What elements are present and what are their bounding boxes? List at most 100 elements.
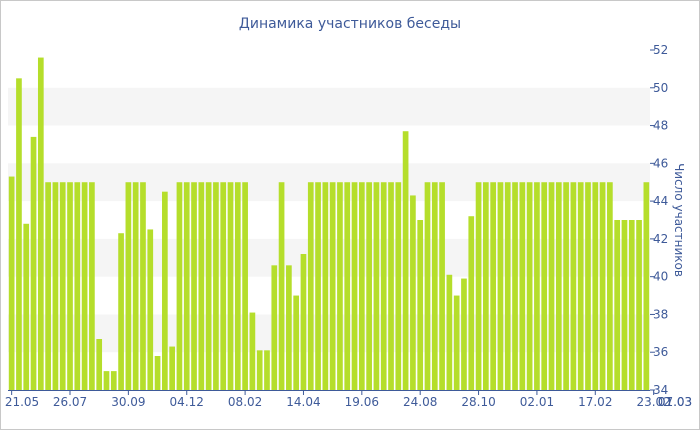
- bar[interactable]: [103, 371, 110, 390]
- bar[interactable]: [475, 182, 482, 390]
- bar[interactable]: [132, 182, 139, 390]
- bar[interactable]: [45, 182, 51, 390]
- bar[interactable]: [278, 182, 285, 390]
- bar[interactable]: [315, 182, 321, 390]
- bar[interactable]: [154, 356, 161, 390]
- bar[interactable]: [337, 182, 343, 390]
- bar[interactable]: [162, 191, 168, 390]
- bar[interactable]: [468, 216, 475, 390]
- bar[interactable]: [614, 220, 621, 390]
- bar[interactable]: [176, 182, 183, 390]
- bar[interactable]: [169, 346, 175, 390]
- bar[interactable]: [395, 182, 402, 390]
- bar[interactable]: [424, 182, 431, 390]
- bar[interactable]: [213, 182, 219, 390]
- bar[interactable]: [125, 182, 132, 390]
- bar[interactable]: [344, 182, 351, 390]
- grid-band: [8, 87, 650, 126]
- bars-group: [8, 57, 650, 391]
- bar[interactable]: [453, 295, 460, 390]
- bar[interactable]: [351, 182, 358, 390]
- bar[interactable]: [417, 220, 424, 390]
- bar[interactable]: [118, 233, 124, 390]
- bar[interactable]: [205, 182, 212, 390]
- y-tick-label: 48: [653, 119, 668, 133]
- bar[interactable]: [548, 182, 555, 390]
- y-tick-label: 38: [653, 307, 668, 321]
- bar[interactable]: [483, 182, 489, 390]
- bar[interactable]: [563, 182, 569, 390]
- bar[interactable]: [140, 182, 146, 390]
- bar[interactable]: [497, 182, 504, 390]
- bar[interactable]: [293, 295, 300, 390]
- bar[interactable]: [461, 278, 467, 390]
- bar[interactable]: [555, 182, 562, 390]
- bar[interactable]: [410, 195, 416, 390]
- bar[interactable]: [198, 182, 205, 390]
- bar[interactable]: [183, 182, 190, 390]
- bar[interactable]: [512, 182, 518, 390]
- bar[interactable]: [446, 274, 453, 390]
- bar[interactable]: [256, 350, 263, 390]
- bar[interactable]: [220, 182, 227, 390]
- bar[interactable]: [249, 312, 256, 390]
- bar[interactable]: [16, 78, 22, 390]
- bar[interactable]: [366, 182, 372, 390]
- bar[interactable]: [264, 350, 270, 390]
- bar[interactable]: [286, 265, 292, 390]
- bar[interactable]: [81, 182, 88, 390]
- bar[interactable]: [37, 57, 44, 391]
- bar[interactable]: [607, 182, 613, 390]
- bar[interactable]: [636, 220, 642, 390]
- bar[interactable]: [147, 229, 154, 390]
- bar[interactable]: [30, 136, 37, 390]
- x-tick-label: 08.02: [228, 395, 262, 409]
- bar[interactable]: [388, 182, 394, 390]
- bar[interactable]: [52, 182, 59, 390]
- bar[interactable]: [227, 182, 234, 390]
- bar[interactable]: [643, 182, 650, 390]
- bar[interactable]: [74, 182, 81, 390]
- bar[interactable]: [541, 182, 548, 390]
- bar[interactable]: [67, 182, 73, 390]
- bar[interactable]: [402, 131, 409, 390]
- bar[interactable]: [519, 182, 526, 390]
- bar[interactable]: [490, 182, 496, 390]
- bar[interactable]: [8, 176, 15, 390]
- bar[interactable]: [585, 182, 591, 390]
- bar[interactable]: [373, 182, 380, 390]
- bar[interactable]: [380, 182, 387, 390]
- bar[interactable]: [96, 339, 103, 390]
- y-tick-label: 34: [653, 383, 668, 397]
- y-tick-label: 40: [653, 270, 668, 284]
- bar[interactable]: [431, 182, 438, 390]
- bar[interactable]: [358, 182, 365, 390]
- bar[interactable]: [329, 182, 336, 390]
- bar[interactable]: [89, 182, 95, 390]
- bar[interactable]: [439, 182, 445, 390]
- bar[interactable]: [234, 182, 241, 390]
- bar[interactable]: [570, 182, 577, 390]
- bar[interactable]: [577, 182, 584, 390]
- bar[interactable]: [534, 182, 540, 390]
- bar[interactable]: [592, 182, 599, 390]
- bar[interactable]: [307, 182, 314, 390]
- bar[interactable]: [242, 182, 248, 390]
- bar[interactable]: [628, 220, 635, 390]
- x-tick-label: 26.07: [53, 395, 87, 409]
- bar[interactable]: [23, 223, 30, 390]
- y-tick-label: 42: [653, 232, 668, 246]
- bar[interactable]: [110, 371, 117, 390]
- bar[interactable]: [504, 182, 511, 390]
- bar[interactable]: [59, 182, 66, 390]
- bar[interactable]: [621, 220, 628, 390]
- bar[interactable]: [191, 182, 197, 390]
- bar[interactable]: [300, 254, 307, 390]
- bar[interactable]: [599, 182, 606, 390]
- bar[interactable]: [526, 182, 533, 390]
- bar[interactable]: [322, 182, 329, 390]
- y-tick-label: 46: [653, 156, 668, 170]
- x-tick-label: 21.05: [5, 395, 39, 409]
- bar[interactable]: [271, 265, 278, 390]
